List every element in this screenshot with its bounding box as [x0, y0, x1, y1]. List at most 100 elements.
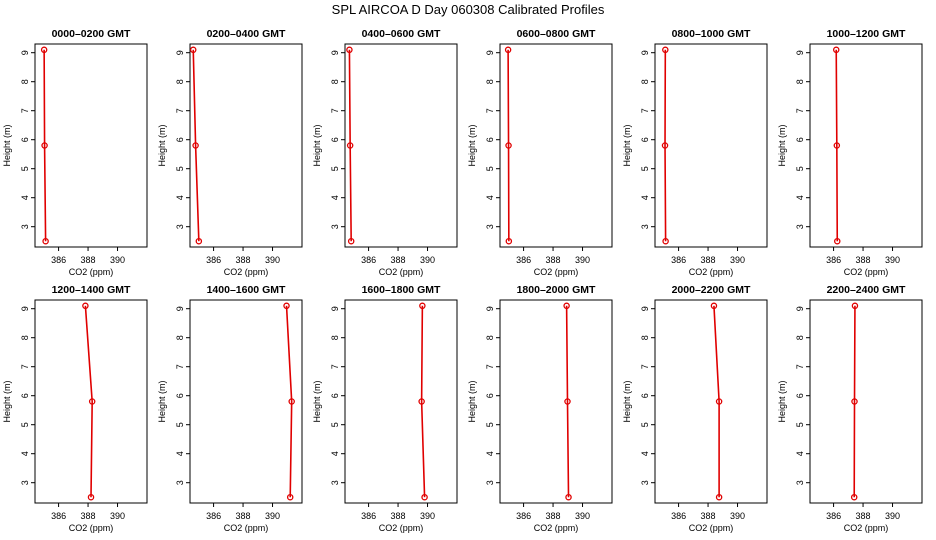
y-tick-label: 8 — [640, 335, 650, 340]
data-point — [42, 237, 49, 245]
x-tick-label: 388 — [236, 255, 251, 265]
y-tick-label: 6 — [795, 393, 805, 398]
x-tick-label: 386 — [516, 255, 531, 265]
x-tick-label: 388 — [546, 255, 561, 265]
x-tick-label: 386 — [206, 255, 221, 265]
series-line — [285, 305, 293, 498]
x-tick-label: 386 — [206, 511, 221, 521]
x-tick-label: 388 — [701, 255, 716, 265]
plot-frame — [34, 43, 148, 248]
x-tick-label: 386 — [826, 255, 841, 265]
series-line — [420, 305, 426, 498]
y-tick-label: 9 — [330, 50, 340, 55]
panel-title: 1600–1800 GMT — [362, 284, 441, 296]
x-tick-label: 388 — [701, 511, 716, 521]
data-point — [283, 302, 290, 310]
panel-title: 0000–0200 GMT — [52, 28, 131, 40]
y-tick-label: 7 — [485, 108, 495, 113]
x-tick-label: 390 — [110, 255, 125, 265]
data-point — [87, 493, 95, 501]
y-tick-label: 7 — [485, 364, 495, 369]
series-line — [43, 49, 47, 242]
x-tick-label: 390 — [730, 511, 745, 521]
x-tick-label: 390 — [575, 511, 590, 521]
y-tick-label: 9 — [795, 50, 805, 55]
y-tick-label: 8 — [485, 335, 495, 340]
y-tick-label: 3 — [485, 480, 495, 485]
y-tick-label: 9 — [640, 50, 650, 55]
data-point — [88, 398, 96, 405]
y-tick-label: 4 — [175, 195, 185, 200]
y-tick-label: 9 — [485, 50, 495, 55]
y-tick-label: 4 — [640, 451, 650, 456]
y-tick-label: 4 — [20, 195, 30, 200]
y-tick-label: 5 — [20, 166, 30, 171]
y-tick-label: 9 — [175, 50, 185, 55]
data-point — [419, 302, 426, 310]
panel-title: 2000–2200 GMT — [672, 284, 751, 296]
y-tick-label: 6 — [330, 393, 340, 398]
series-line — [853, 305, 856, 498]
y-tick-label: 5 — [795, 166, 805, 171]
y-axis-label: Height (m) — [157, 124, 167, 166]
panel-title: 1400–1600 GMT — [207, 284, 286, 296]
x-tick-label: 390 — [265, 511, 280, 521]
data-point — [347, 237, 355, 245]
series-line — [84, 305, 93, 498]
x-axis-label: CO2 (ppm) — [534, 523, 579, 533]
y-tick-label: 8 — [330, 79, 340, 84]
panel-3: 0600–0800 GMT 386 388 390 3 4 5 6 7 8 9 CO2 (ppm) He… — [467, 28, 613, 277]
panel-7: 1400–1600 GMT 386 388 390 3 4 5 6 7 8 9 CO2 (ppm) He… — [157, 284, 303, 533]
y-tick-label: 9 — [20, 50, 30, 55]
y-tick-label: 3 — [330, 480, 340, 485]
y-tick-label: 3 — [175, 224, 185, 229]
data-point — [851, 302, 859, 310]
x-tick-label: 388 — [391, 255, 406, 265]
panel-title: 1800–2000 GMT — [517, 284, 596, 296]
y-tick-label: 6 — [20, 393, 30, 398]
plot-frame — [809, 299, 923, 504]
y-tick-label: 4 — [20, 451, 30, 456]
series-line — [565, 305, 570, 498]
data-point — [82, 302, 89, 310]
y-tick-label: 5 — [795, 422, 805, 427]
panel-0: 0000–0200 GMT 386 388 390 3 4 5 6 7 8 9 CO2 (ppm) He… — [2, 28, 148, 277]
x-axis-label: CO2 (ppm) — [224, 523, 269, 533]
y-axis-label: Height (m) — [622, 380, 632, 422]
x-tick-label: 386 — [361, 511, 376, 521]
x-axis-label: CO2 (ppm) — [379, 523, 424, 533]
x-tick-label: 388 — [391, 511, 406, 521]
x-tick-label: 390 — [110, 511, 125, 521]
y-axis-label: Height (m) — [622, 124, 632, 166]
y-tick-label: 6 — [20, 137, 30, 142]
data-point — [421, 493, 428, 501]
y-tick-label: 5 — [175, 422, 185, 427]
y-tick-label: 6 — [175, 393, 185, 398]
x-tick-label: 390 — [265, 255, 280, 265]
x-tick-label: 386 — [51, 255, 66, 265]
y-tick-label: 7 — [795, 364, 805, 369]
data-point — [832, 46, 840, 54]
y-tick-label: 8 — [175, 79, 185, 84]
y-tick-label: 8 — [20, 79, 30, 84]
panel-title: 0200–0400 GMT — [207, 28, 286, 40]
y-tick-label: 6 — [485, 137, 495, 142]
y-tick-label: 3 — [640, 480, 650, 485]
x-axis-label: CO2 (ppm) — [69, 267, 114, 277]
x-axis-label: CO2 (ppm) — [689, 267, 734, 277]
x-tick-label: 388 — [856, 255, 871, 265]
data-point — [40, 46, 48, 54]
y-axis-label: Height (m) — [2, 124, 12, 166]
x-axis-label: CO2 (ppm) — [379, 267, 424, 277]
y-tick-label: 9 — [175, 306, 185, 311]
series-line — [835, 49, 839, 242]
y-tick-label: 5 — [485, 422, 495, 427]
y-tick-label: 8 — [175, 335, 185, 340]
data-point — [661, 142, 669, 149]
y-tick-label: 9 — [20, 306, 30, 311]
data-point — [41, 142, 48, 149]
series-line — [348, 49, 352, 242]
y-tick-label: 4 — [485, 195, 495, 200]
panel-title: 1000–1200 GMT — [827, 28, 906, 40]
